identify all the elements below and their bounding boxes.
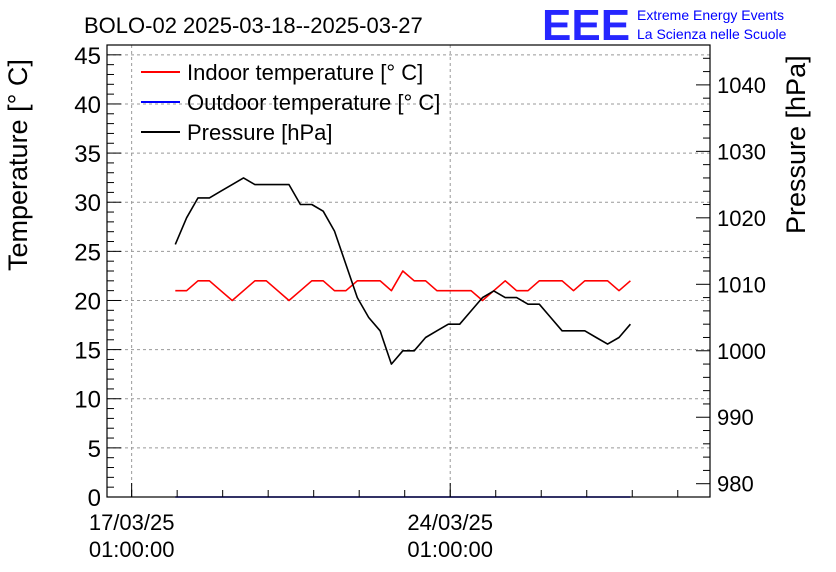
logo-line1: Extreme Energy Events bbox=[637, 7, 784, 23]
y2-tick-label: 990 bbox=[717, 405, 754, 430]
series-line-2 bbox=[174, 177, 632, 365]
y-tick-label: 0 bbox=[88, 485, 101, 512]
x-tick-label-time: 01:00:00 bbox=[407, 537, 493, 562]
logo-mark: EEE bbox=[542, 1, 630, 50]
y-tick-label: 20 bbox=[74, 288, 101, 315]
y2-tick-label: 1020 bbox=[717, 206, 766, 231]
y-tick-label: 25 bbox=[74, 239, 101, 266]
legend: Indoor temperature [° C] Outdoor temperat… bbox=[141, 60, 440, 145]
series-line-0 bbox=[175, 270, 631, 302]
legend-label: Pressure [hPa] bbox=[187, 120, 333, 145]
logo-line2: La Scienza nelle Scuole bbox=[637, 26, 787, 42]
y-axis-title: Temperature [° C] bbox=[3, 59, 33, 271]
chart-title: BOLO-02 2025-03-18--2025-03-27 bbox=[84, 13, 423, 38]
y-tick-label: 30 bbox=[74, 190, 101, 217]
x-tick-label-date: 17/03/25 bbox=[89, 510, 175, 535]
y-tick-label: 5 bbox=[88, 436, 101, 463]
y-tick-label: 15 bbox=[74, 338, 101, 365]
x-tick-label-time: 01:00:00 bbox=[89, 537, 175, 562]
legend-label: Outdoor temperature [° C] bbox=[187, 90, 440, 115]
y2-tick-label: 1000 bbox=[717, 339, 766, 364]
y2-tick-label: 1040 bbox=[717, 73, 766, 98]
legend-label: Indoor temperature [° C] bbox=[187, 60, 423, 85]
y-tick-label: 40 bbox=[74, 92, 101, 119]
y2-axis-title: Pressure [hPa] bbox=[781, 55, 811, 234]
y-tick-label: 45 bbox=[74, 43, 101, 70]
x-tick-label-date: 24/03/25 bbox=[407, 510, 493, 535]
y-tick-label: 35 bbox=[74, 141, 101, 168]
axes: 0 5 10 15 20 25 30 35 40 45 980 990 1000 1010 1020 1030… bbox=[74, 43, 766, 562]
y2-tick-label: 1010 bbox=[717, 272, 766, 297]
grid-lines bbox=[107, 45, 710, 497]
y-tick-label: 10 bbox=[74, 387, 101, 414]
y2-tick-label: 1030 bbox=[717, 139, 766, 164]
y2-tick-label: 980 bbox=[717, 472, 754, 497]
logo: EEE Extreme Energy Events La Scienza nel… bbox=[542, 1, 787, 50]
series-layer bbox=[174, 177, 632, 498]
